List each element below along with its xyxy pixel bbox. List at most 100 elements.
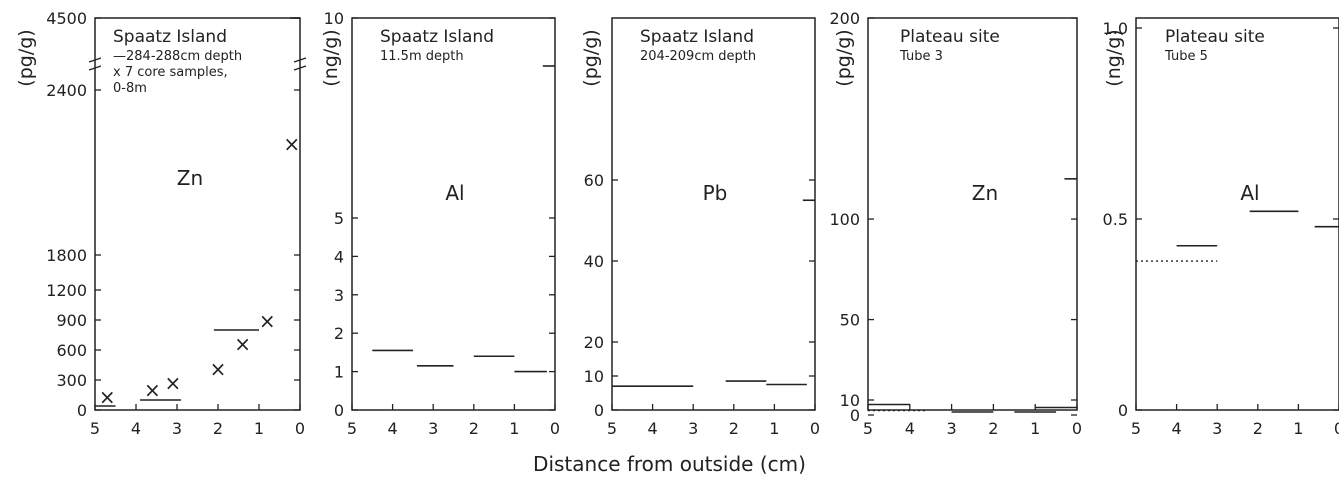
x-tick-label: 3: [688, 419, 698, 438]
x-tick-label: 5: [90, 419, 100, 438]
y-axis-label: (pg/g): [833, 29, 855, 86]
y-tick-label: 4: [334, 247, 344, 266]
panel-title-line: Spaatz Island: [380, 27, 494, 47]
x-tick-label: 2: [988, 419, 998, 438]
panel-title-line: 0-8m: [113, 81, 147, 96]
y-tick-label: 0.5: [1103, 210, 1128, 229]
x-tick-label: 0: [1072, 419, 1082, 438]
x-tick-label: 0: [1334, 419, 1339, 438]
x-tick-label: 4: [388, 419, 398, 438]
y-tick-label: 1800: [46, 246, 87, 265]
y-tick-label: 900: [56, 311, 87, 330]
element-label: Pb: [703, 181, 728, 205]
x-tick-label: 4: [131, 419, 141, 438]
y-tick-label: 40: [584, 252, 604, 271]
x-tick-label: 3: [428, 419, 438, 438]
panel-title-line: Plateau site: [900, 27, 1000, 47]
axis-break: [293, 57, 307, 63]
y-tick-label: 2400: [46, 81, 87, 100]
y-tick-label: 20: [584, 333, 604, 352]
x-tick-label: 2: [469, 419, 479, 438]
axis-break: [88, 65, 102, 71]
panel-title-line: Spaatz Island: [640, 27, 754, 47]
x-tick-label: 4: [648, 419, 658, 438]
panel-title-line: Plateau site: [1165, 27, 1265, 47]
x-tick-label: 0: [810, 419, 820, 438]
panel-title-line: Tube 5: [1164, 49, 1208, 64]
x-tick-label: 5: [347, 419, 357, 438]
x-axis-label: Distance from outside (cm): [533, 452, 806, 476]
x-tick-label: 4: [1172, 419, 1182, 438]
y-tick-label: 0: [77, 401, 87, 420]
y-tick-label: 5: [334, 209, 344, 228]
panel-title-line: —284-288cm depth: [113, 49, 242, 64]
x-tick-label: 5: [607, 419, 617, 438]
y-tick-label: 1200: [46, 281, 87, 300]
x-marker: ×: [283, 132, 300, 156]
x-tick-label: 4: [905, 419, 915, 438]
x-tick-label: 1: [1030, 419, 1040, 438]
y-tick-label: 0: [594, 401, 604, 420]
y-tick-label: 1: [334, 363, 344, 382]
x-tick-label: 3: [947, 419, 957, 438]
panel-title-line: 204-209cm depth: [640, 49, 756, 64]
y-tick-label: 2: [334, 324, 344, 343]
x-tick-label: 1: [1293, 419, 1303, 438]
x-tick-label: 1: [509, 419, 519, 438]
y-tick-label: 10: [324, 9, 344, 28]
x-marker: ×: [210, 357, 227, 381]
plot-frame: [1135, 17, 1339, 411]
x-marker: ×: [259, 309, 276, 333]
y-tick-label: 1.0: [1103, 19, 1128, 38]
element-label: Zn: [177, 166, 203, 190]
axis-break: [293, 65, 307, 71]
y-tick-label: 60: [584, 171, 604, 190]
x-tick-label: 0: [550, 419, 560, 438]
panel-title-line: x 7 core samples,: [113, 65, 228, 80]
x-tick-label: 3: [172, 419, 182, 438]
x-tick-label: 2: [213, 419, 223, 438]
y-tick-label: 10: [840, 391, 860, 410]
y-tick-label: 10: [584, 367, 604, 386]
plot-frame: [351, 17, 556, 411]
x-marker: ×: [99, 385, 116, 409]
y-tick-label: 50: [840, 311, 860, 330]
x-tick-label: 1: [769, 419, 779, 438]
x-tick-label: 1: [254, 419, 264, 438]
chart-panel-5: 0 0.5 1.0 5 4 3 2 1 0 (ng/g) Plateau site Tube 5 Al: [1103, 17, 1339, 438]
y-tick-label: 0: [1118, 401, 1128, 420]
panel-title-line: 11.5m depth: [380, 49, 464, 64]
panel-title-line: Spaatz Island: [113, 27, 227, 47]
y-tick-label: 3: [334, 286, 344, 305]
y-axis-label: (ng/g): [1103, 29, 1125, 86]
x-tick-label: 2: [729, 419, 739, 438]
y-axis-label: (ng/g): [320, 29, 342, 86]
x-tick-label: 5: [863, 419, 873, 438]
y-tick-label: 0: [334, 401, 344, 420]
x-tick-label: 5: [1131, 419, 1141, 438]
axis-break: [88, 57, 102, 63]
chart-panel-1: 0 300 600 900 1200 1800 2400 4500 5 4 3 2 1 0 (pg/g) Sp…: [15, 9, 307, 438]
x-tick-label: 2: [1253, 419, 1263, 438]
panel-title-line: Tube 3: [899, 49, 943, 64]
x-tick-label: 0: [295, 419, 305, 438]
y-tick-label: 0: [850, 406, 860, 425]
y-tick-label: 100: [829, 210, 860, 229]
y-tick-label: 200: [829, 9, 860, 28]
x-marker: ×: [144, 378, 161, 402]
plot-frame: [867, 17, 1078, 411]
plot-frame: [94, 17, 301, 411]
y-axis-label: (pg/g): [15, 29, 37, 86]
y-tick-label: 300: [56, 371, 87, 390]
y-axis-label: (pg/g): [580, 29, 602, 86]
y-tick-label: 600: [56, 341, 87, 360]
element-label: Al: [1240, 181, 1259, 205]
element-label: Zn: [972, 181, 998, 205]
plot-frame: [611, 17, 816, 411]
x-tick-label: 3: [1212, 419, 1222, 438]
x-marker: ×: [234, 332, 251, 356]
